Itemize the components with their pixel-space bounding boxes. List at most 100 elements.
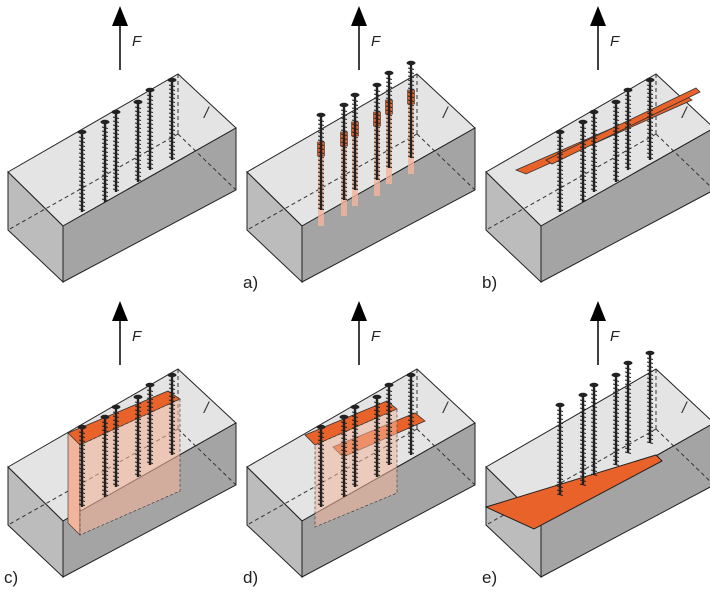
screw-thread (78, 204, 86, 207)
screw-thread (351, 159, 359, 162)
screw-thread (579, 166, 587, 169)
screw-thread (624, 407, 632, 410)
screw-thread (624, 142, 632, 145)
screw-thread (590, 457, 598, 460)
screw-thread (351, 103, 359, 106)
screw-thread (646, 393, 654, 396)
screw-thread (134, 174, 142, 177)
screw-thread (579, 447, 587, 450)
screw-thread (112, 140, 120, 143)
screw-thread (646, 128, 654, 131)
screw-thread (78, 176, 86, 179)
screw-thread (407, 379, 415, 382)
screw-thread (373, 129, 381, 132)
screw-thread (134, 154, 142, 157)
screw-thread (101, 174, 109, 177)
screw-thread (579, 138, 587, 141)
screw-thread (579, 198, 587, 201)
screw-thread (556, 184, 564, 187)
screw-thread (579, 419, 587, 422)
screw-thread (134, 425, 142, 428)
screw-thread (373, 473, 381, 476)
screw-thread (351, 119, 359, 122)
screw-thread (146, 142, 154, 145)
screw-thread (112, 431, 120, 434)
screw-thread (407, 139, 415, 142)
screw-thread (646, 84, 654, 87)
screw-thread (579, 194, 587, 197)
hidden-edge (7, 133, 179, 231)
screw-thread (134, 469, 142, 472)
screw-thread (579, 475, 587, 478)
screw-thread (146, 110, 154, 113)
screw-thread (556, 469, 564, 472)
screw-thread (385, 449, 393, 452)
screw-thread (385, 157, 393, 160)
screw-thread (112, 188, 120, 191)
screw-thread (556, 493, 564, 496)
screw-thread (556, 176, 564, 179)
screw-thread (373, 141, 381, 144)
screw-thread (146, 162, 154, 165)
screw-thread (101, 150, 109, 153)
screw-thread (340, 445, 348, 448)
screw-thread (590, 401, 598, 404)
screw-thread (317, 203, 325, 206)
screw-thread (385, 121, 393, 124)
screw-thread (646, 156, 654, 159)
screw-thread (134, 421, 142, 424)
screw-thread (407, 147, 415, 150)
screw-thread (112, 415, 120, 418)
screw-thread (168, 88, 176, 91)
screw-thread (78, 443, 86, 446)
panel-c: / Fc) (4, 301, 237, 587)
screw-thread (134, 433, 142, 436)
screw-thread (134, 130, 142, 133)
screw-thread (646, 385, 654, 388)
screw-thread (646, 361, 654, 364)
screw-thread (317, 191, 325, 194)
screw-thread (146, 126, 154, 129)
screw-thread (340, 125, 348, 128)
screw-thread (385, 153, 393, 156)
screw-thread (556, 144, 564, 147)
screw-thread (168, 415, 176, 418)
panel-label-c: c) (4, 568, 18, 587)
screw-thread (373, 161, 381, 164)
screw-thread (579, 407, 587, 410)
screw-thread (624, 367, 632, 370)
screw-thread (168, 431, 176, 434)
force-label: F (132, 33, 142, 50)
screw-thread (385, 81, 393, 84)
force-arrow-head (112, 301, 128, 321)
screw-thread (340, 137, 348, 140)
screw-thread (317, 179, 325, 182)
screw-thread (78, 499, 86, 502)
screw-thread (351, 179, 359, 182)
screw-thread (134, 461, 142, 464)
screw-thread (168, 451, 176, 454)
screw-thread (317, 159, 325, 162)
screw-thread (168, 427, 176, 430)
screw-thread (134, 409, 142, 412)
screw-thread (385, 389, 393, 392)
screw-thread (373, 125, 381, 128)
screw-thread (373, 105, 381, 108)
screw-thread (317, 435, 325, 438)
screw-thread (556, 457, 564, 460)
screw-thread (556, 196, 564, 199)
screw-thread (351, 451, 359, 454)
screw-thread (590, 425, 598, 428)
screw-thread (134, 445, 142, 448)
screw-thread (78, 152, 86, 155)
screw-thread (407, 395, 415, 398)
screw-thread (407, 115, 415, 118)
screw-thread (78, 483, 86, 486)
screw-thread (556, 204, 564, 207)
screw-thread (78, 144, 86, 147)
screw-thread (112, 148, 120, 151)
screw-thread (101, 194, 109, 197)
screw-thread (101, 162, 109, 165)
screw-thread (112, 128, 120, 131)
